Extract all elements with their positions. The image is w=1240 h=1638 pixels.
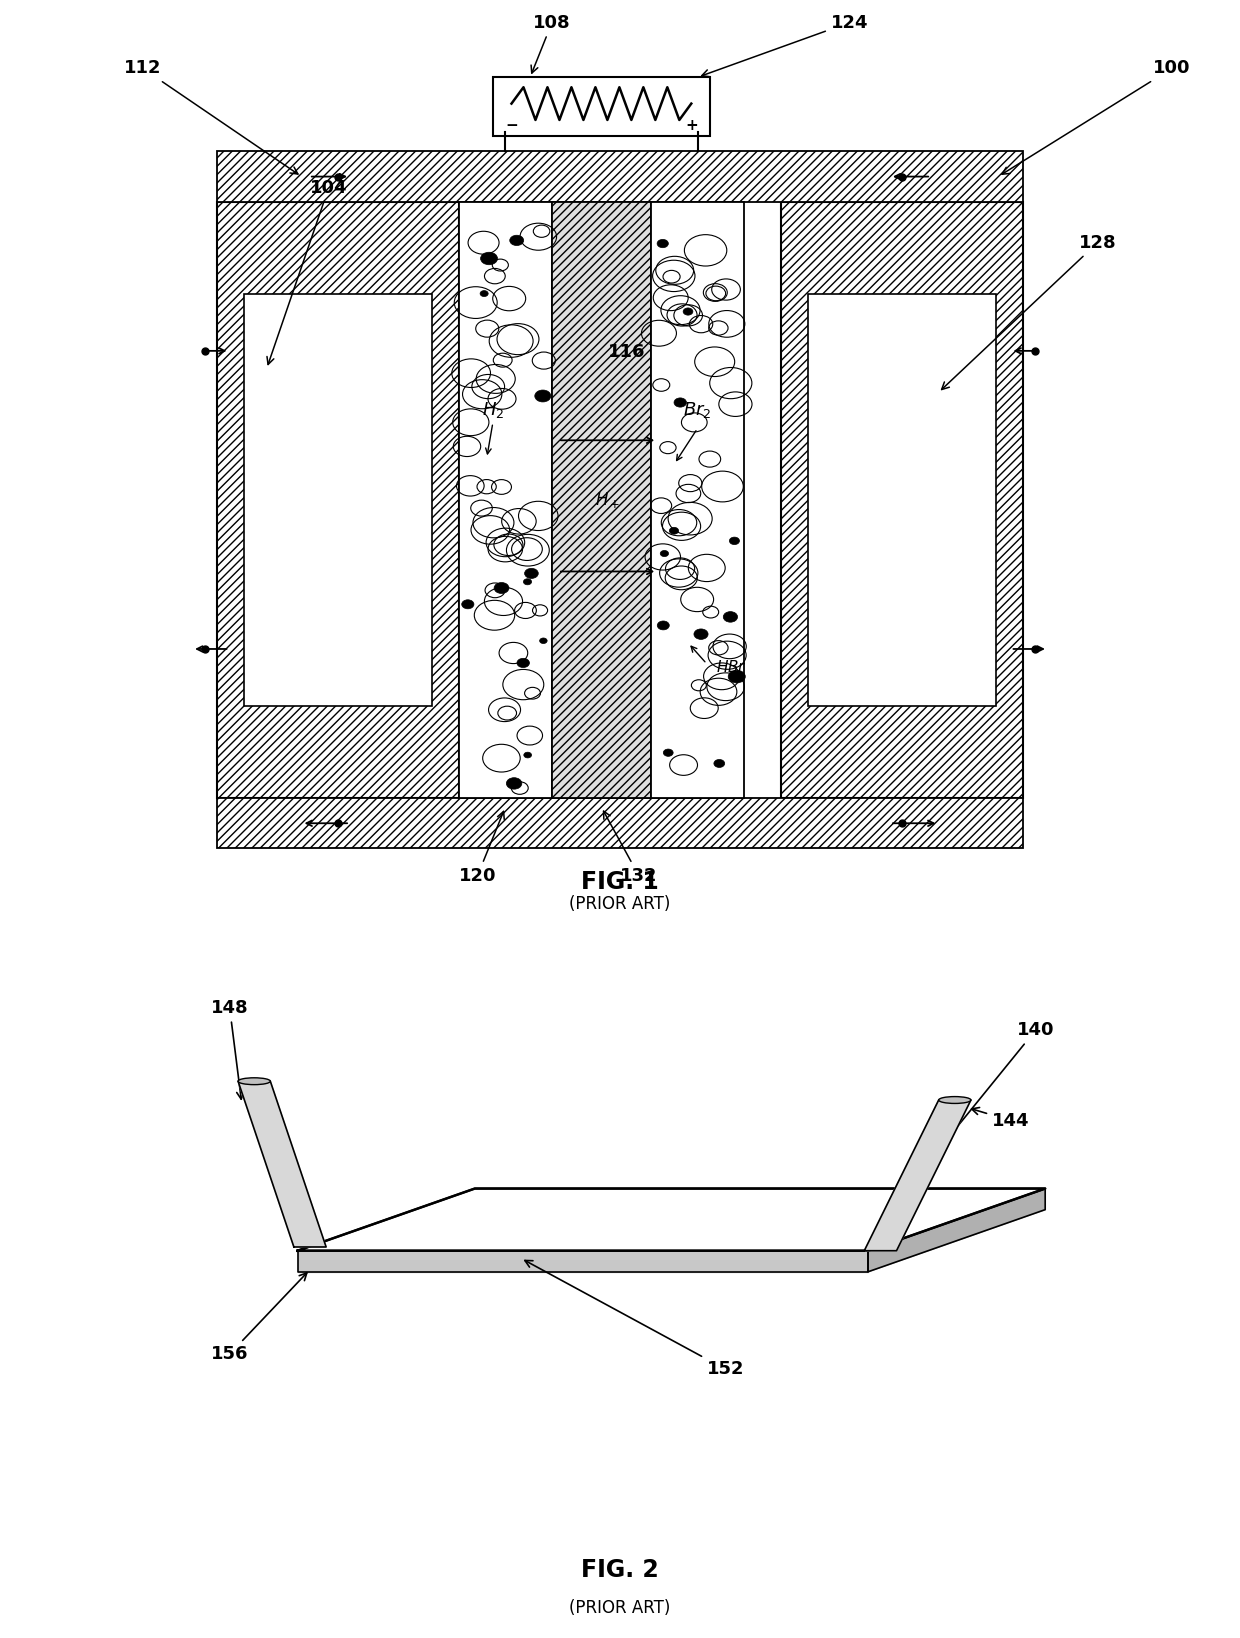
Polygon shape xyxy=(520,428,1090,441)
Ellipse shape xyxy=(238,1078,270,1084)
Polygon shape xyxy=(482,428,1090,441)
Polygon shape xyxy=(667,362,1240,375)
Circle shape xyxy=(657,621,670,631)
Polygon shape xyxy=(298,491,905,505)
Bar xyxy=(552,201,651,798)
Polygon shape xyxy=(593,388,1200,401)
Polygon shape xyxy=(372,478,942,493)
Circle shape xyxy=(517,658,529,668)
Bar xyxy=(217,201,459,798)
Text: FIG. 1: FIG. 1 xyxy=(582,870,658,894)
Circle shape xyxy=(660,550,668,557)
Circle shape xyxy=(657,239,668,247)
Circle shape xyxy=(663,749,673,757)
Circle shape xyxy=(534,390,551,401)
Text: $Br_2$: $Br_2$ xyxy=(683,400,712,421)
Polygon shape xyxy=(593,401,1163,414)
Bar xyxy=(651,201,744,798)
Polygon shape xyxy=(815,323,1240,337)
Circle shape xyxy=(510,236,523,246)
Polygon shape xyxy=(408,465,978,480)
Text: +: + xyxy=(684,118,698,133)
Polygon shape xyxy=(868,1189,1045,1271)
Polygon shape xyxy=(630,388,1200,401)
Text: 152: 152 xyxy=(525,1261,744,1378)
Circle shape xyxy=(675,398,687,408)
Bar xyxy=(217,151,1023,201)
Text: 128: 128 xyxy=(941,234,1116,390)
Text: $H_2$: $H_2$ xyxy=(482,400,503,421)
Circle shape xyxy=(461,600,474,609)
Text: 148: 148 xyxy=(211,999,248,1099)
Text: 112: 112 xyxy=(124,59,298,174)
Text: FIG. 2: FIG. 2 xyxy=(582,1558,658,1582)
Bar xyxy=(217,798,1023,848)
Bar xyxy=(808,293,996,706)
Text: 120: 120 xyxy=(459,811,505,885)
Text: 140: 140 xyxy=(932,1020,1054,1156)
Text: −: − xyxy=(505,118,518,133)
Bar xyxy=(492,77,711,136)
Circle shape xyxy=(523,578,532,585)
Text: 100: 100 xyxy=(1002,59,1190,174)
Circle shape xyxy=(481,252,497,265)
Circle shape xyxy=(723,611,738,622)
Polygon shape xyxy=(864,1101,971,1251)
Text: (PRIOR ART): (PRIOR ART) xyxy=(569,894,671,912)
Text: 116: 116 xyxy=(608,342,645,360)
Bar xyxy=(244,293,432,706)
Bar xyxy=(459,201,552,798)
Circle shape xyxy=(714,760,724,768)
Text: 156: 156 xyxy=(211,1273,306,1363)
Circle shape xyxy=(539,637,547,644)
Polygon shape xyxy=(667,375,1238,388)
Polygon shape xyxy=(372,465,978,478)
Ellipse shape xyxy=(939,1096,971,1104)
Polygon shape xyxy=(520,414,1126,428)
Polygon shape xyxy=(238,1081,326,1247)
Polygon shape xyxy=(298,505,868,518)
Circle shape xyxy=(523,752,532,758)
Circle shape xyxy=(480,290,489,296)
Text: 124: 124 xyxy=(702,13,868,77)
Bar xyxy=(781,201,1023,798)
Polygon shape xyxy=(335,478,942,491)
Polygon shape xyxy=(445,441,1053,454)
Text: 132: 132 xyxy=(604,811,657,885)
Polygon shape xyxy=(335,491,905,506)
Polygon shape xyxy=(777,336,1240,351)
Text: $H_+$: $H_+$ xyxy=(595,490,620,509)
Polygon shape xyxy=(556,401,1163,414)
Polygon shape xyxy=(852,298,1240,311)
Circle shape xyxy=(494,583,508,593)
Circle shape xyxy=(525,568,538,578)
Text: 108: 108 xyxy=(531,13,570,74)
Polygon shape xyxy=(298,1189,1045,1251)
Circle shape xyxy=(694,629,708,639)
Polygon shape xyxy=(408,454,1016,465)
Circle shape xyxy=(506,778,522,790)
Polygon shape xyxy=(703,362,1240,375)
Polygon shape xyxy=(556,414,1126,428)
Polygon shape xyxy=(815,311,1240,323)
Polygon shape xyxy=(630,375,1238,388)
Circle shape xyxy=(670,527,678,534)
Polygon shape xyxy=(703,349,1240,362)
Polygon shape xyxy=(777,323,1240,336)
Polygon shape xyxy=(298,1251,868,1271)
Polygon shape xyxy=(482,441,1053,454)
Polygon shape xyxy=(852,311,1240,324)
Polygon shape xyxy=(740,349,1240,364)
Polygon shape xyxy=(445,454,1016,467)
Circle shape xyxy=(683,308,693,314)
Polygon shape xyxy=(740,336,1240,349)
Text: (PRIOR ART): (PRIOR ART) xyxy=(569,1599,671,1617)
Circle shape xyxy=(728,670,745,683)
Text: 144: 144 xyxy=(972,1107,1029,1130)
Text: $HBr$: $HBr$ xyxy=(717,658,746,675)
Text: 104: 104 xyxy=(267,179,347,365)
Circle shape xyxy=(729,537,739,544)
